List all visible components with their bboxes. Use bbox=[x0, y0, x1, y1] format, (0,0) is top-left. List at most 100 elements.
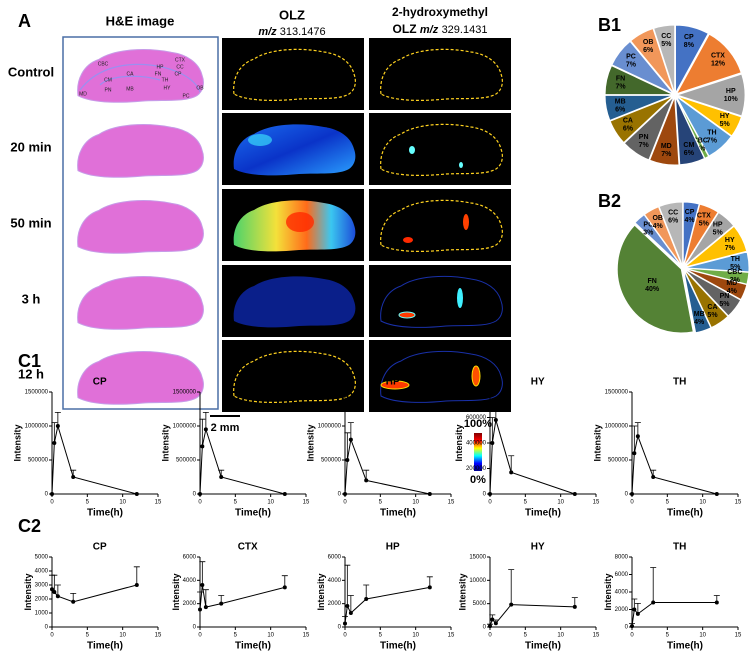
series-line bbox=[199, 427, 285, 495]
pie-slice bbox=[643, 206, 683, 267]
series-line bbox=[51, 584, 137, 603]
slice-value: 5% bbox=[661, 41, 672, 48]
slice-label: PN bbox=[639, 134, 649, 141]
slice-value: 1% bbox=[695, 146, 706, 153]
region-label: CTX bbox=[175, 57, 186, 63]
y-tick-label: 0 bbox=[45, 625, 49, 631]
region-label: MD bbox=[79, 91, 87, 97]
x-tick-label: 15 bbox=[303, 633, 310, 639]
data-point bbox=[427, 585, 432, 590]
data-point bbox=[282, 492, 287, 496]
y-tick-label: 15000 bbox=[469, 555, 486, 561]
series-line bbox=[344, 586, 430, 624]
slice-value: 6% bbox=[623, 126, 634, 133]
y-tick-label: 1500000 bbox=[318, 390, 342, 396]
pie-slice bbox=[684, 268, 742, 317]
slice-label: CP bbox=[685, 209, 695, 216]
chart-title: CTX bbox=[238, 542, 258, 553]
y-tick-label: 0 bbox=[45, 492, 49, 498]
x-tick-label: 5 bbox=[86, 500, 90, 506]
x-tick-label: 15 bbox=[155, 500, 162, 506]
data-point bbox=[651, 475, 656, 479]
x-axis-label: Time(h) bbox=[87, 641, 123, 652]
x-tick-label: 0 bbox=[50, 500, 54, 506]
pie-slice bbox=[684, 225, 748, 268]
y-tick-label: 4000 bbox=[183, 578, 197, 584]
slice-value: 7% bbox=[626, 62, 637, 69]
row-label: Control bbox=[8, 64, 54, 79]
slice-label: CBC bbox=[693, 138, 708, 145]
error-bar bbox=[631, 425, 638, 454]
data-point bbox=[343, 492, 347, 496]
region-label: TH bbox=[162, 77, 169, 83]
y-tick-label: 0 bbox=[193, 492, 197, 498]
data-point bbox=[488, 492, 492, 496]
slice-value: 40% bbox=[645, 286, 660, 293]
region-label: HY bbox=[164, 85, 172, 91]
y-tick-label: 1000000 bbox=[25, 424, 49, 430]
y-tick-label: 4000 bbox=[328, 578, 342, 584]
error-bar bbox=[347, 595, 354, 613]
pie-slice bbox=[604, 94, 674, 122]
data-point bbox=[493, 621, 498, 626]
chart-title: HY bbox=[531, 377, 545, 388]
slice-label: OB bbox=[643, 39, 654, 46]
region-label: HP bbox=[157, 64, 165, 70]
y-tick-label: 2000 bbox=[615, 607, 629, 613]
chart-title: HP bbox=[386, 542, 400, 553]
slice-value: 6% bbox=[643, 47, 654, 54]
data-point bbox=[50, 492, 54, 496]
y-tick-label: 1000000 bbox=[173, 424, 197, 430]
data-point bbox=[630, 624, 634, 629]
x-tick-label: 0 bbox=[488, 500, 492, 506]
y-axis-label: Intensity bbox=[457, 573, 467, 610]
panel-label: A bbox=[18, 11, 31, 31]
row-label: 12 h bbox=[18, 366, 44, 381]
pie-slice bbox=[616, 224, 694, 334]
pie-slice bbox=[604, 64, 674, 96]
data-point bbox=[200, 583, 205, 587]
data-point bbox=[348, 611, 353, 615]
data-point bbox=[343, 621, 347, 626]
colorbar-max: 100% bbox=[464, 418, 492, 430]
data-point bbox=[50, 587, 54, 592]
y-axis-label: Intensity bbox=[161, 424, 171, 461]
y-tick-label: 4000 bbox=[615, 590, 629, 596]
region-label: CM bbox=[104, 77, 112, 83]
slice-value: 4% bbox=[685, 217, 696, 224]
x-tick-label: 10 bbox=[699, 500, 706, 506]
column-subtitle: m/z 313.1476 bbox=[258, 26, 325, 38]
series-line bbox=[631, 602, 717, 627]
slice-value: 8% bbox=[684, 42, 695, 49]
region-label: PC bbox=[183, 93, 190, 99]
pie-slice bbox=[684, 268, 748, 301]
data-point bbox=[52, 590, 57, 594]
series-line bbox=[199, 584, 285, 610]
data-point bbox=[134, 492, 139, 496]
y-tick-label: 600000 bbox=[466, 415, 487, 421]
x-tick-label: 0 bbox=[630, 633, 634, 639]
y-tick-label: 1000000 bbox=[605, 424, 629, 430]
x-axis-label: Time(h) bbox=[525, 508, 561, 519]
x-tick-label: 15 bbox=[593, 633, 600, 639]
slice-label: MB bbox=[615, 98, 626, 105]
slice-label: PN bbox=[720, 293, 730, 300]
slice-label: CTX bbox=[697, 213, 711, 220]
pie-slice bbox=[674, 96, 706, 166]
data-point bbox=[635, 611, 640, 616]
slice-value: 7% bbox=[616, 84, 627, 91]
slice-label: HY bbox=[720, 113, 730, 120]
x-tick-label: 10 bbox=[557, 500, 564, 506]
region-label: CP bbox=[175, 71, 183, 77]
region-label: FN bbox=[155, 71, 162, 77]
x-axis-label: Time(h) bbox=[380, 508, 416, 519]
y-tick-label: 6000 bbox=[183, 555, 197, 561]
error-bar bbox=[199, 561, 206, 585]
panel-label: B2 bbox=[598, 191, 621, 211]
error-bar bbox=[489, 417, 496, 443]
data-point bbox=[282, 585, 287, 590]
x-tick-label: 5 bbox=[666, 500, 670, 506]
slice-label: HP bbox=[726, 88, 736, 95]
slice-label: CA bbox=[707, 304, 717, 311]
x-tick-label: 0 bbox=[630, 500, 634, 506]
